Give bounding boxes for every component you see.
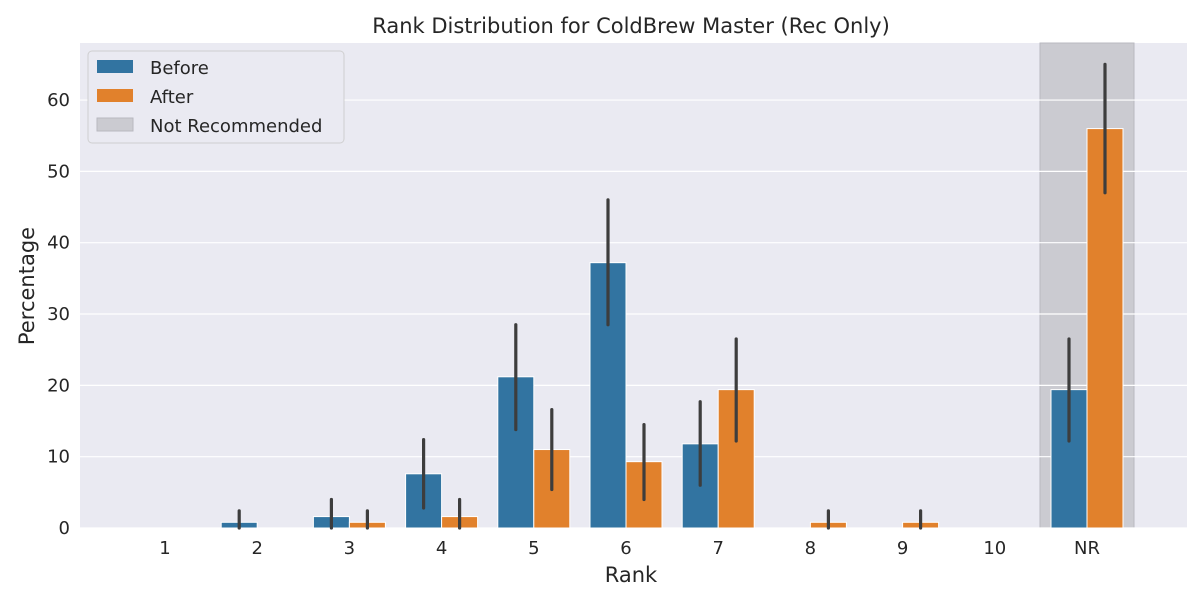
x-tick-label: 3	[344, 538, 355, 559]
legend-swatch-before	[97, 60, 133, 73]
legend-swatch-not-recommended	[96, 117, 134, 132]
bar-after-nr	[1086, 128, 1124, 529]
y-ticks-layer: 0 10 20 30 40 50 60	[47, 90, 70, 539]
x-ticks-layer: 1 2 3 4 5 6 7 8 9 10 NR	[159, 538, 1100, 559]
legend-swatch-after	[97, 89, 133, 102]
y-tick-label: 30	[47, 304, 70, 325]
x-tick-label: 10	[983, 538, 1006, 559]
legend-label-not-recommended: Not Recommended	[150, 116, 322, 137]
x-axis-label: Rank	[605, 563, 658, 587]
x-tick-label: 7	[712, 538, 723, 559]
x-tick-label: 4	[436, 538, 447, 559]
legend-label-after: After	[150, 87, 194, 108]
legend-label-before: Before	[150, 58, 209, 79]
x-tick-label: 2	[251, 538, 262, 559]
y-tick-label: 50	[47, 161, 70, 182]
y-tick-label: 10	[47, 447, 70, 468]
y-tick-label: 60	[47, 90, 70, 111]
legend-box	[87, 50, 345, 144]
legend: Before After Not Recommended	[87, 50, 345, 144]
x-tick-label: 9	[897, 538, 908, 559]
x-tick-label: 8	[805, 538, 816, 559]
y-axis-label: Percentage	[15, 227, 39, 345]
x-tick-label: NR	[1074, 538, 1100, 559]
y-tick-label: 20	[47, 375, 70, 396]
x-tick-label: 6	[620, 538, 631, 559]
y-tick-label: 40	[47, 233, 70, 254]
error-bars-layer	[237, 62, 1107, 530]
chart-title: Rank Distribution for ColdBrew Master (R…	[372, 14, 890, 38]
x-tick-label: 5	[528, 538, 539, 559]
x-tick-label: 1	[159, 538, 170, 559]
y-tick-label: 0	[59, 518, 70, 539]
bars-layer	[220, 128, 1124, 529]
